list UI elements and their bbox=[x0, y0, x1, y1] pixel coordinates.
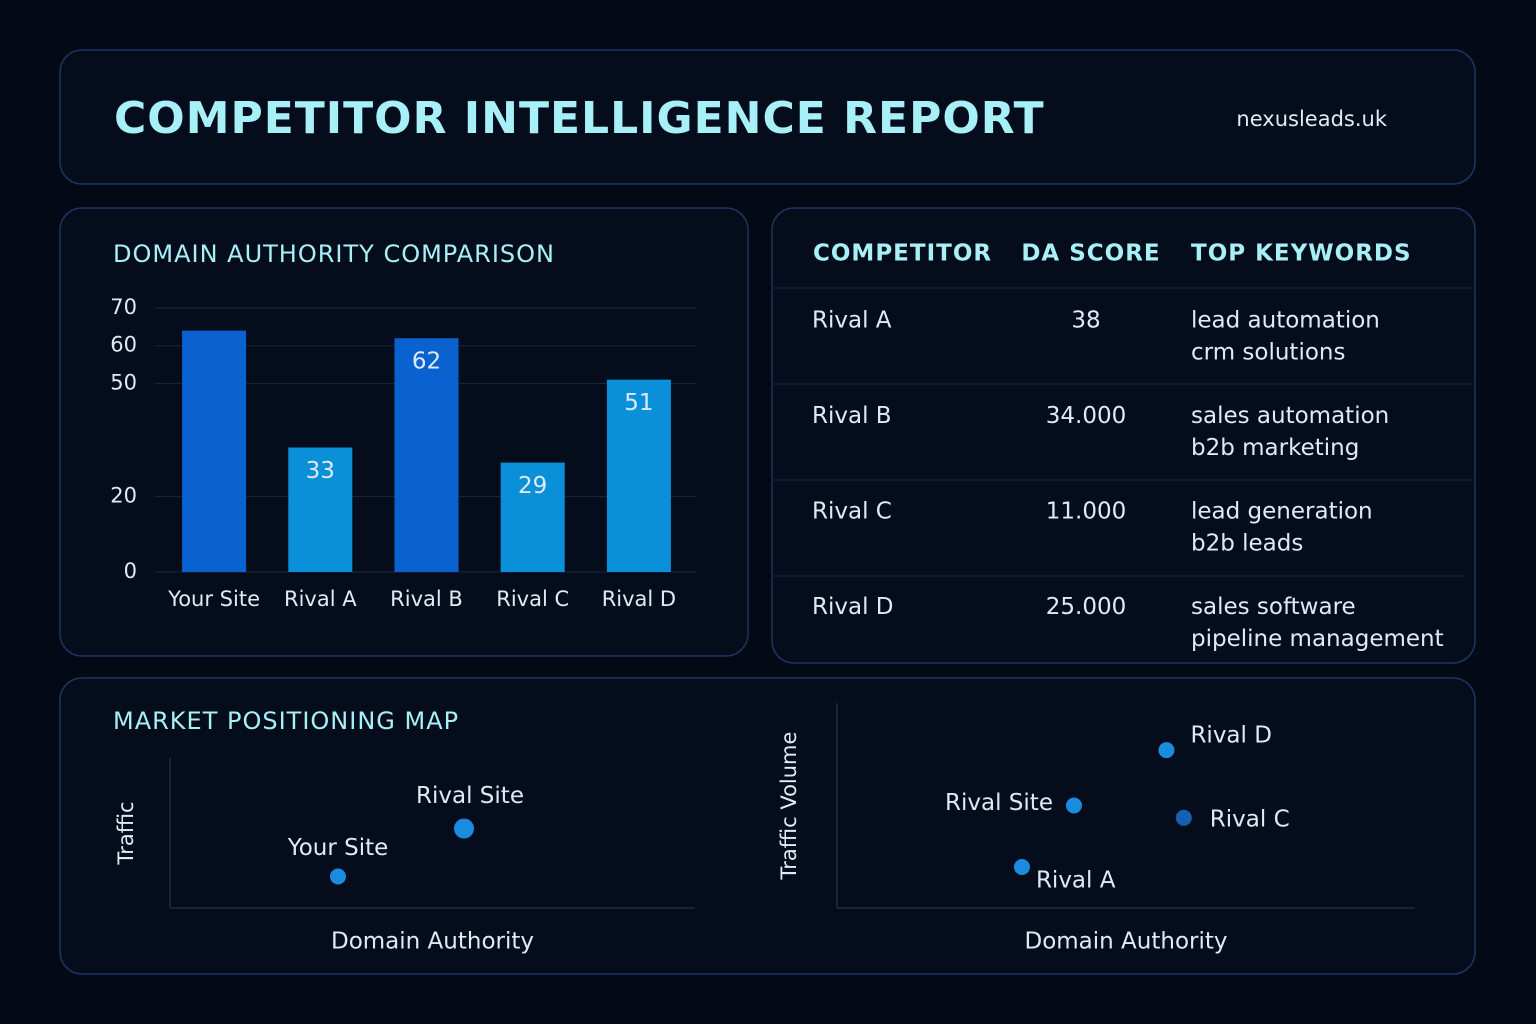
bar bbox=[182, 330, 247, 572]
site-name: nexusleads.uk bbox=[1236, 107, 1387, 131]
point bbox=[1013, 859, 1030, 875]
cell-name: Rival A bbox=[812, 308, 892, 334]
point bbox=[454, 818, 474, 839]
cell-keyword: sales automation bbox=[1191, 403, 1389, 429]
map-panel bbox=[59, 677, 1476, 975]
point-label: Your Site bbox=[287, 835, 389, 861]
y-tick-label: 60 bbox=[110, 333, 137, 357]
x-tick-label: Rival A bbox=[284, 587, 357, 611]
cell-keyword: pipeline management bbox=[1191, 626, 1444, 652]
map-title: MARKET POSITIONING MAP bbox=[113, 707, 459, 735]
page-title: COMPETITOR INTELLIGENCE REPORT bbox=[114, 93, 1045, 144]
cell-keyword: lead automation bbox=[1191, 308, 1380, 334]
point-label: Rival C bbox=[1210, 806, 1290, 832]
point bbox=[1065, 797, 1082, 814]
cell-keyword: crm solutions bbox=[1191, 340, 1345, 366]
table-header: TOP KEYWORDS bbox=[1191, 241, 1412, 267]
bar-title: DOMAIN AUTHORITY COMPARISON bbox=[113, 240, 555, 268]
table-header: COMPETITOR bbox=[813, 241, 992, 267]
x-axis-label: Domain Authority bbox=[331, 929, 534, 955]
cell-keyword: lead generation bbox=[1191, 499, 1373, 525]
x-tick-label: Rival C bbox=[496, 587, 569, 611]
table-header: DA SCORE bbox=[1021, 241, 1160, 267]
value-label: 29 bbox=[518, 473, 547, 499]
point-label: Rival A bbox=[1036, 868, 1116, 894]
y-axis-label: Traffic bbox=[114, 801, 138, 865]
y-tick-label: 50 bbox=[110, 370, 137, 394]
value-label: 62 bbox=[412, 349, 441, 375]
cell-score: 38 bbox=[1071, 308, 1100, 334]
cell-score: 11.000 bbox=[1046, 499, 1126, 525]
point-label: Rival D bbox=[1190, 723, 1272, 749]
bar bbox=[500, 462, 565, 572]
header-panel bbox=[59, 49, 1476, 185]
value-label: 51 bbox=[624, 390, 653, 416]
table-panel bbox=[771, 207, 1476, 664]
cell-keyword: sales software bbox=[1191, 594, 1356, 620]
point-label: Rival Site bbox=[945, 790, 1053, 816]
x-axis-label: Domain Authority bbox=[1024, 929, 1227, 955]
x-tick-label: Rival D bbox=[602, 587, 676, 611]
point-label: Rival Site bbox=[416, 783, 524, 809]
y-tick-label: 70 bbox=[110, 295, 137, 319]
y-tick-label: 0 bbox=[124, 559, 137, 583]
bar bbox=[394, 338, 459, 572]
bar bbox=[606, 379, 671, 572]
x-tick-label: Your Site bbox=[167, 587, 260, 611]
point bbox=[1158, 742, 1175, 759]
y-tick-label: 20 bbox=[110, 484, 137, 508]
point bbox=[330, 868, 346, 885]
cell-name: Rival D bbox=[812, 594, 894, 620]
bar bbox=[288, 447, 353, 572]
cell-score: 34.000 bbox=[1046, 403, 1126, 429]
cell-name: Rival C bbox=[812, 499, 892, 525]
point bbox=[1175, 809, 1192, 826]
cell-name: Rival B bbox=[812, 403, 892, 429]
value-label: 33 bbox=[306, 458, 335, 484]
cell-keyword: b2b leads bbox=[1191, 531, 1303, 557]
y-axis-label: Traffic Volume bbox=[777, 732, 801, 881]
cell-score: 25.000 bbox=[1046, 594, 1126, 620]
cell-keyword: b2b marketing bbox=[1191, 435, 1359, 461]
x-tick-label: Rival B bbox=[390, 587, 463, 611]
